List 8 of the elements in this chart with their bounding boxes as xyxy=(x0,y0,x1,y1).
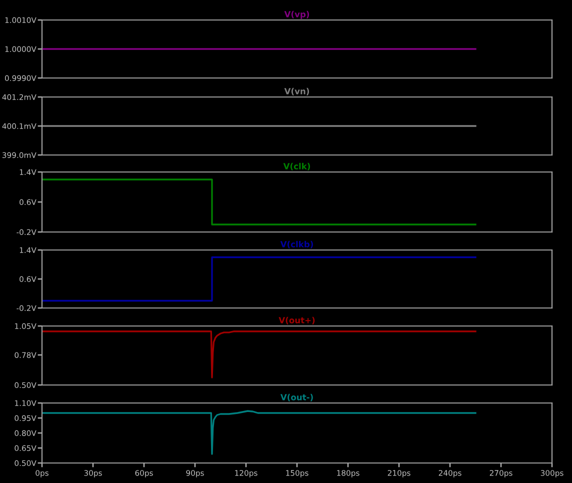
chart-title: V(clk) xyxy=(283,162,310,170)
chart-title: V(vp) xyxy=(284,10,310,19)
line-series xyxy=(42,330,476,378)
chart-title: V(out+) xyxy=(278,316,315,324)
line-series xyxy=(42,410,476,455)
chart-title: V(clkb) xyxy=(280,240,313,248)
chart-title: V(out-) xyxy=(280,394,313,402)
chart-title: V(vn) xyxy=(284,88,309,96)
